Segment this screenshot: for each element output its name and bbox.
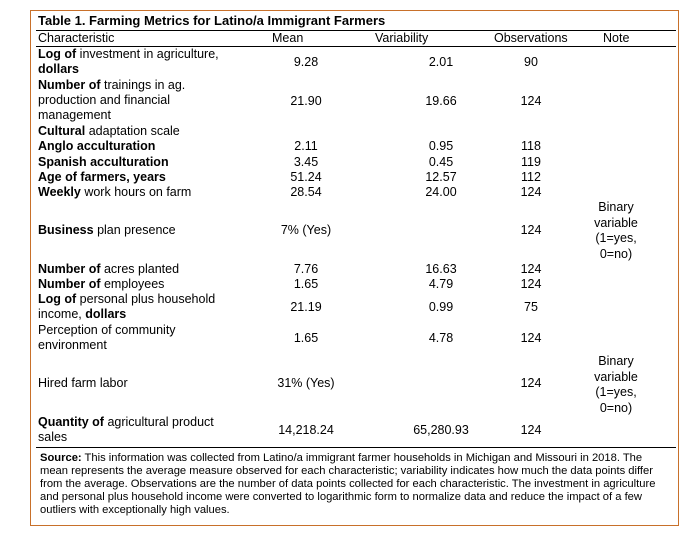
- row-mean: 2.11: [294, 139, 318, 153]
- row-note: Binary variable (1=yes, 0=no): [594, 354, 638, 415]
- row-characteristic: Number of trainings in ag. production an…: [38, 78, 186, 122]
- table-row: Cultural adaptation scale: [36, 124, 676, 139]
- row-mean: 3.45: [293, 155, 319, 169]
- row-observations: 124: [520, 423, 542, 437]
- header-note: Note: [603, 31, 630, 45]
- row-characteristic: Log of investment in agriculture, dollars: [38, 47, 219, 76]
- row-variability: 65,280.93: [413, 423, 469, 437]
- row-observations: 124: [520, 376, 542, 390]
- header-characteristic: Characteristic: [38, 31, 115, 45]
- table-title: Table 1. Farming Metrics for Latino/a Im…: [38, 13, 386, 28]
- row-characteristic: Age of farmers, years: [38, 170, 166, 184]
- row-variability: 4.79: [428, 277, 454, 291]
- row-mean: 14,218.24: [278, 423, 334, 437]
- table-row: Spanish acculturation 3.45 0.45 119: [36, 155, 676, 170]
- table-row: Age of farmers, years 51.24 12.57 112: [36, 170, 676, 185]
- row-observations: 90: [524, 55, 538, 69]
- table-row: Log of personal plus household income, d…: [36, 292, 676, 323]
- header-mean: Mean: [272, 31, 304, 45]
- row-observations: 112: [521, 170, 541, 184]
- row-observations: 124: [520, 223, 542, 237]
- row-characteristic: Cultural adaptation scale: [38, 124, 180, 138]
- row-variability: 0.45: [428, 155, 454, 169]
- row-observations: 119: [521, 155, 541, 169]
- header-top-rule: [36, 30, 676, 31]
- row-mean: 28.54: [290, 185, 322, 199]
- table-row: Weekly work hours on farm 28.54 24.00 12…: [36, 185, 676, 200]
- row-variability: 2.01: [428, 55, 454, 69]
- table-row: Perception of community environment 1.65…: [36, 323, 676, 354]
- row-mean: 31% (Yes): [277, 376, 335, 390]
- row-characteristic: Business plan presence: [38, 223, 176, 237]
- table-row: Hired farm labor 31% (Yes) 124 Binary va…: [36, 354, 676, 416]
- row-mean: 9.28: [293, 55, 319, 69]
- row-variability: 19.66: [425, 94, 457, 108]
- row-characteristic: Perception of community environment: [38, 323, 176, 352]
- row-mean: 21.19: [290, 300, 322, 314]
- row-observations: 124: [520, 94, 542, 108]
- row-observations: 75: [524, 300, 538, 314]
- table-row: Business plan presence 7% (Yes) 124 Bina…: [36, 200, 676, 262]
- row-observations: 118: [521, 139, 541, 153]
- row-mean: 1.65: [293, 331, 319, 345]
- header-variability: Variability: [375, 31, 429, 45]
- row-characteristic: Log of personal plus household income, d…: [38, 292, 216, 321]
- source-note: Source: This information was collected f…: [40, 452, 656, 516]
- row-mean: 51.24: [290, 170, 322, 184]
- row-variability: 4.78: [428, 331, 454, 345]
- table-row: Number of employees 1.65 4.79 124: [36, 277, 676, 292]
- table-bottom-rule: [36, 447, 676, 448]
- row-characteristic: Weekly work hours on farm: [38, 185, 192, 199]
- row-observations: 124: [520, 277, 542, 291]
- row-mean: 21.90: [290, 94, 322, 108]
- row-mean: 7.76: [293, 262, 319, 276]
- row-characteristic: Hired farm labor: [38, 376, 128, 390]
- table-frame: [30, 10, 679, 526]
- row-mean: 7% (Yes): [280, 223, 332, 237]
- row-characteristic: Number of acres planted: [38, 262, 180, 276]
- row-observations: 124: [520, 331, 542, 345]
- row-mean: 1.65: [293, 277, 319, 291]
- row-observations: 124: [520, 262, 542, 276]
- row-characteristic: Number of employees: [38, 277, 165, 291]
- header-bottom-rule: [36, 46, 676, 47]
- row-characteristic: Spanish acculturation: [38, 155, 169, 169]
- row-variability: 0.95: [428, 139, 454, 153]
- table-row: Number of trainings in ag. production an…: [36, 78, 676, 124]
- row-note: Binary variable (1=yes, 0=no): [594, 200, 638, 261]
- table-row: Quantity of agricultural product sales 1…: [36, 415, 676, 447]
- table-row: Log of investment in agriculture, dollars…: [36, 47, 676, 81]
- row-observations: 124: [520, 185, 542, 199]
- table-row: Anglo acculturation 2.11 0.95 118: [36, 139, 676, 154]
- header-observations: Observations: [494, 31, 568, 45]
- row-characteristic: Anglo acculturation: [38, 139, 156, 153]
- row-variability: 16.63: [425, 262, 457, 276]
- row-variability: 0.99: [428, 300, 454, 314]
- row-variability: 12.57: [425, 170, 457, 184]
- row-characteristic: Quantity of agricultural product sales: [38, 415, 214, 444]
- table-row: Number of acres planted 7.76 16.63 124: [36, 262, 676, 277]
- row-variability: 24.00: [425, 185, 457, 199]
